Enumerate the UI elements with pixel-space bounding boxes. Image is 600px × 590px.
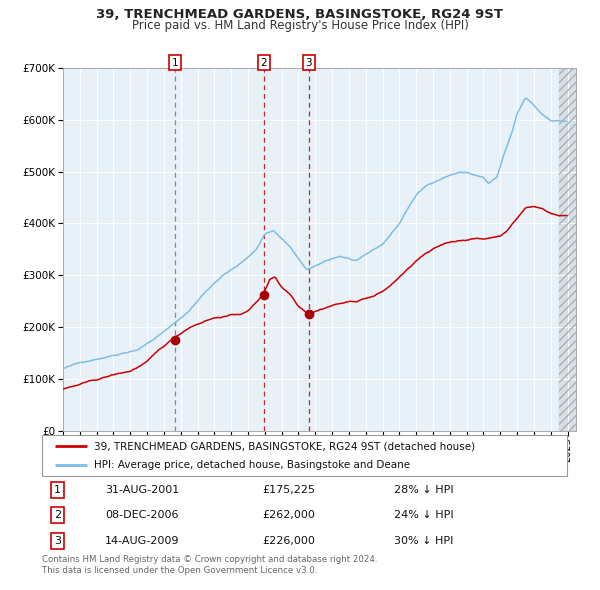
Text: 08-DEC-2006: 08-DEC-2006 bbox=[105, 510, 179, 520]
Text: HPI: Average price, detached house, Basingstoke and Deane: HPI: Average price, detached house, Basi… bbox=[95, 460, 410, 470]
Text: 1: 1 bbox=[172, 58, 178, 68]
Text: £175,225: £175,225 bbox=[263, 485, 316, 495]
Bar bbox=[559, 68, 576, 431]
Text: 30% ↓ HPI: 30% ↓ HPI bbox=[394, 536, 453, 546]
Text: 2: 2 bbox=[260, 58, 267, 68]
Text: 31-AUG-2001: 31-AUG-2001 bbox=[105, 485, 179, 495]
Text: Price paid vs. HM Land Registry's House Price Index (HPI): Price paid vs. HM Land Registry's House … bbox=[131, 19, 469, 32]
Text: Contains HM Land Registry data © Crown copyright and database right 2024.: Contains HM Land Registry data © Crown c… bbox=[42, 555, 377, 564]
Bar bbox=[559, 68, 576, 431]
Text: 39, TRENCHMEAD GARDENS, BASINGSTOKE, RG24 9ST: 39, TRENCHMEAD GARDENS, BASINGSTOKE, RG2… bbox=[97, 8, 503, 21]
Text: 2: 2 bbox=[54, 510, 61, 520]
FancyBboxPatch shape bbox=[42, 435, 567, 476]
Text: This data is licensed under the Open Government Licence v3.0.: This data is licensed under the Open Gov… bbox=[42, 566, 317, 575]
Text: 1: 1 bbox=[54, 485, 61, 495]
Text: 24% ↓ HPI: 24% ↓ HPI bbox=[394, 510, 454, 520]
Text: £262,000: £262,000 bbox=[263, 510, 316, 520]
Text: £226,000: £226,000 bbox=[263, 536, 316, 546]
Text: 14-AUG-2009: 14-AUG-2009 bbox=[105, 536, 179, 546]
Text: 3: 3 bbox=[54, 536, 61, 546]
Text: 39, TRENCHMEAD GARDENS, BASINGSTOKE, RG24 9ST (detached house): 39, TRENCHMEAD GARDENS, BASINGSTOKE, RG2… bbox=[95, 441, 476, 451]
Text: 3: 3 bbox=[305, 58, 312, 68]
Text: 28% ↓ HPI: 28% ↓ HPI bbox=[394, 485, 454, 495]
